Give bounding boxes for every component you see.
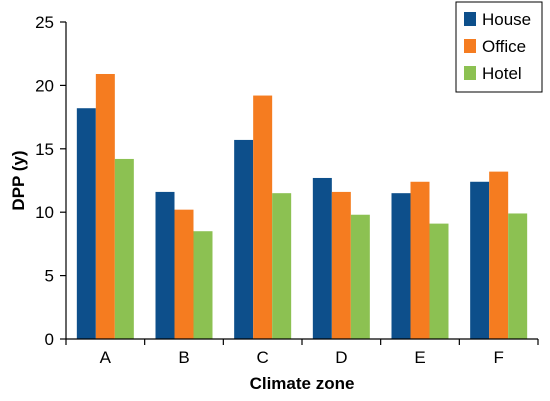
bar-hotel-c: [272, 193, 292, 339]
bar-house-b: [155, 191, 175, 339]
bar-hotel-b: [193, 231, 213, 339]
bar-hotel-d: [350, 214, 370, 339]
y-axis-title: DPP (y): [9, 150, 28, 210]
x-tick-label: D: [335, 348, 347, 367]
y-tick-label: 20: [35, 76, 54, 95]
legend-swatch-office: [464, 39, 476, 53]
bar-house-c: [234, 139, 254, 339]
y-tick-label: 10: [35, 203, 54, 222]
y-axis-ticks: 0 5 10 15 20 25: [35, 13, 66, 349]
bar-office-e: [410, 181, 430, 339]
x-tick-label: F: [493, 348, 503, 367]
bar-office-b: [174, 209, 194, 339]
legend-swatch-hotel: [464, 66, 476, 80]
x-tick-label: B: [178, 348, 189, 367]
bar-office-c: [253, 95, 273, 339]
legend-swatch-house: [464, 12, 476, 26]
x-axis-ticks: A B C D E F: [65, 339, 539, 367]
bar-house-d: [312, 177, 332, 339]
x-tick-label: A: [100, 348, 112, 367]
bar-office-a: [95, 73, 115, 339]
legend-label-hotel: Hotel: [482, 64, 522, 83]
y-tick-label: 15: [35, 140, 54, 159]
bar-house-a: [76, 108, 96, 339]
x-tick-label: C: [257, 348, 269, 367]
bar-house-e: [391, 193, 411, 339]
legend-label-house: House: [482, 10, 531, 29]
bar-house-f: [470, 181, 490, 339]
y-tick-label: 25: [35, 13, 54, 32]
bar-office-d: [331, 191, 351, 339]
bar-series: [76, 73, 528, 339]
bar-hotel-e: [429, 223, 449, 339]
y-tick-label: 5: [45, 267, 54, 286]
y-tick-label: 0: [45, 330, 54, 349]
legend: House Office Hotel: [455, 1, 543, 93]
x-axis-title: Climate zone: [250, 374, 355, 393]
x-tick-label: E: [414, 348, 425, 367]
legend-label-office: Office: [482, 37, 526, 56]
bar-office-f: [489, 171, 509, 339]
bar-hotel-f: [508, 213, 528, 339]
bar-hotel-a: [114, 158, 134, 339]
